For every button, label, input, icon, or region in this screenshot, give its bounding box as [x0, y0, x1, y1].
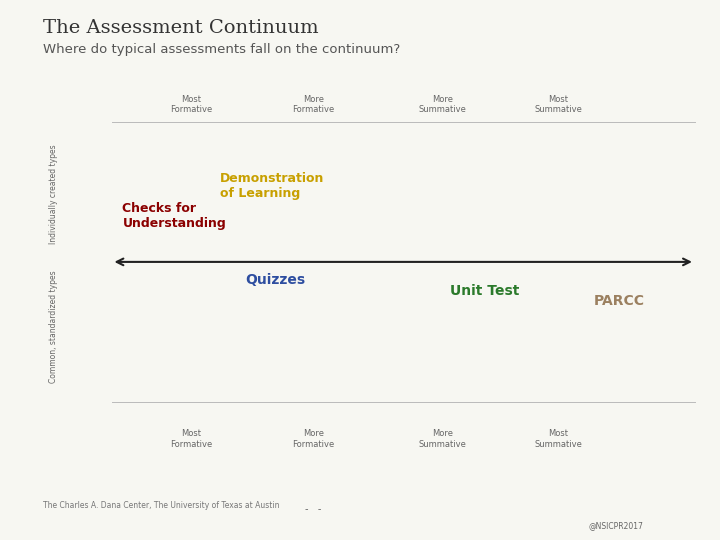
Text: More
Summative: More Summative — [419, 429, 467, 449]
Text: The Charles A. Dana Center, The University of Texas at Austin: The Charles A. Dana Center, The Universi… — [43, 501, 279, 510]
Text: More
Formative: More Formative — [292, 429, 334, 449]
Text: Unit Test: Unit Test — [450, 284, 519, 298]
Text: Checks for
Understanding: Checks for Understanding — [122, 202, 226, 230]
Text: Individually created types: Individually created types — [50, 145, 58, 244]
Text: Quizzes: Quizzes — [245, 273, 305, 287]
Text: The Assessment Continuum: The Assessment Continuum — [43, 19, 319, 37]
Text: Where do typical assessments fall on the continuum?: Where do typical assessments fall on the… — [43, 43, 400, 56]
Text: Most
Formative: Most Formative — [170, 429, 212, 449]
Text: @NSICPR2017: @NSICPR2017 — [588, 521, 643, 530]
Text: More
Formative: More Formative — [292, 94, 334, 114]
Text: Most
Formative: Most Formative — [170, 94, 212, 114]
Text: Most
Summative: Most Summative — [534, 94, 582, 114]
Text: PARCC: PARCC — [594, 294, 645, 308]
Text: Common, standardized types: Common, standardized types — [50, 271, 58, 383]
Text: Most
Summative: Most Summative — [534, 429, 582, 449]
Text: More
Summative: More Summative — [419, 94, 467, 114]
Text: Demonstration
of Learning: Demonstration of Learning — [220, 172, 324, 200]
Text: -   -: - - — [305, 504, 321, 514]
